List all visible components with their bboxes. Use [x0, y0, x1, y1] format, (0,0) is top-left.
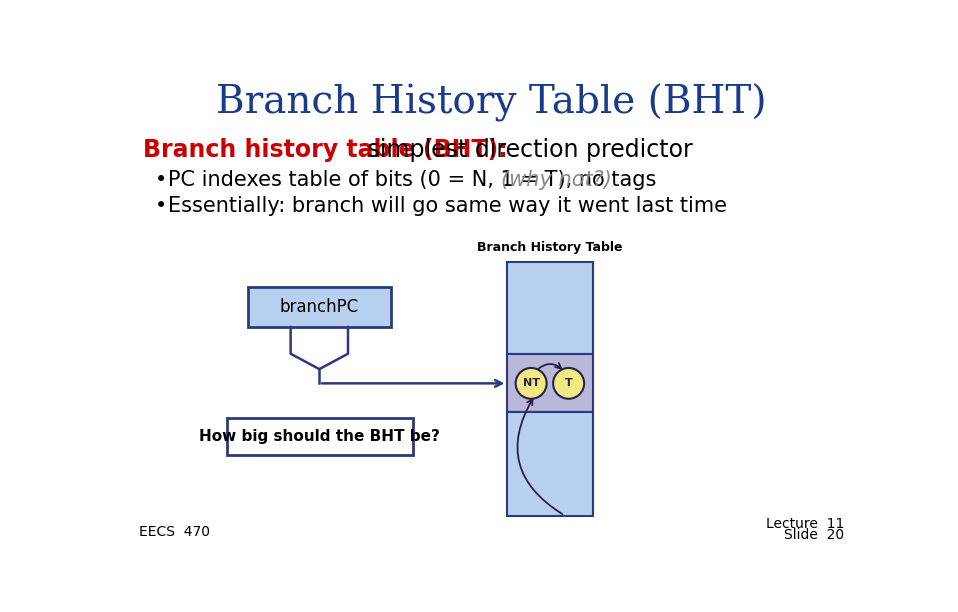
Bar: [507, 262, 592, 354]
Text: (why not?): (why not?): [501, 170, 612, 190]
Text: T: T: [565, 378, 573, 389]
Text: PC indexes table of bits (0 = N, 1 = T), no tags: PC indexes table of bits (0 = N, 1 = T),…: [168, 170, 663, 190]
Bar: [507, 354, 592, 412]
Bar: [227, 419, 413, 455]
Text: •: •: [154, 170, 167, 190]
Text: branchPC: branchPC: [280, 298, 359, 316]
Bar: [247, 287, 391, 327]
Text: How big should the BHT be?: How big should the BHT be?: [199, 430, 440, 444]
Circle shape: [553, 368, 584, 399]
Text: Branch History Table: Branch History Table: [477, 241, 623, 255]
Text: •: •: [154, 196, 167, 216]
Circle shape: [515, 368, 547, 399]
Text: Lecture  11: Lecture 11: [766, 517, 844, 531]
Text: Branch history table (BHT):: Branch history table (BHT):: [143, 138, 508, 162]
Text: EECS  470: EECS 470: [139, 525, 210, 539]
Text: Essentially: branch will go same way it went last time: Essentially: branch will go same way it …: [168, 196, 727, 216]
Text: Branch History Table (BHT): Branch History Table (BHT): [216, 83, 766, 122]
Text: simplest direction predictor: simplest direction predictor: [360, 138, 693, 162]
Bar: [507, 412, 592, 516]
Text: Slide  20: Slide 20: [785, 528, 844, 542]
Text: NT: NT: [523, 378, 539, 389]
